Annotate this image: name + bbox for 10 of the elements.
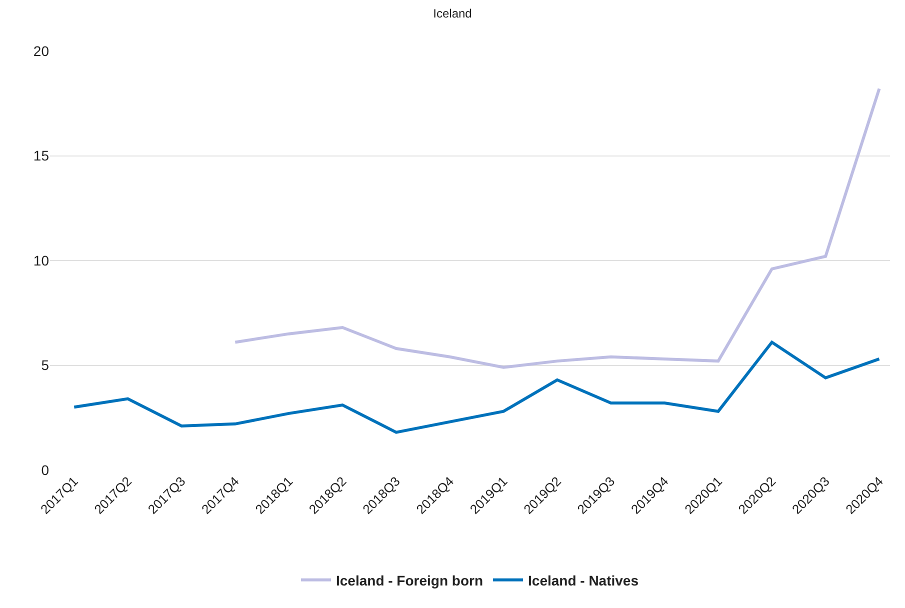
legend-label: Iceland - Foreign born	[336, 572, 484, 588]
chart-title: Iceland	[433, 6, 472, 21]
line-series	[72, 340, 881, 434]
y-tick-label: 5	[41, 357, 50, 374]
line-series	[234, 87, 881, 369]
y-tick-label: 10	[33, 252, 50, 268]
y-tick-label: 0	[41, 462, 50, 478]
y-tick-label: 15	[33, 148, 50, 164]
y-tick-label: 20	[33, 42, 50, 59]
legend-label: Iceland - Natives	[528, 572, 639, 588]
